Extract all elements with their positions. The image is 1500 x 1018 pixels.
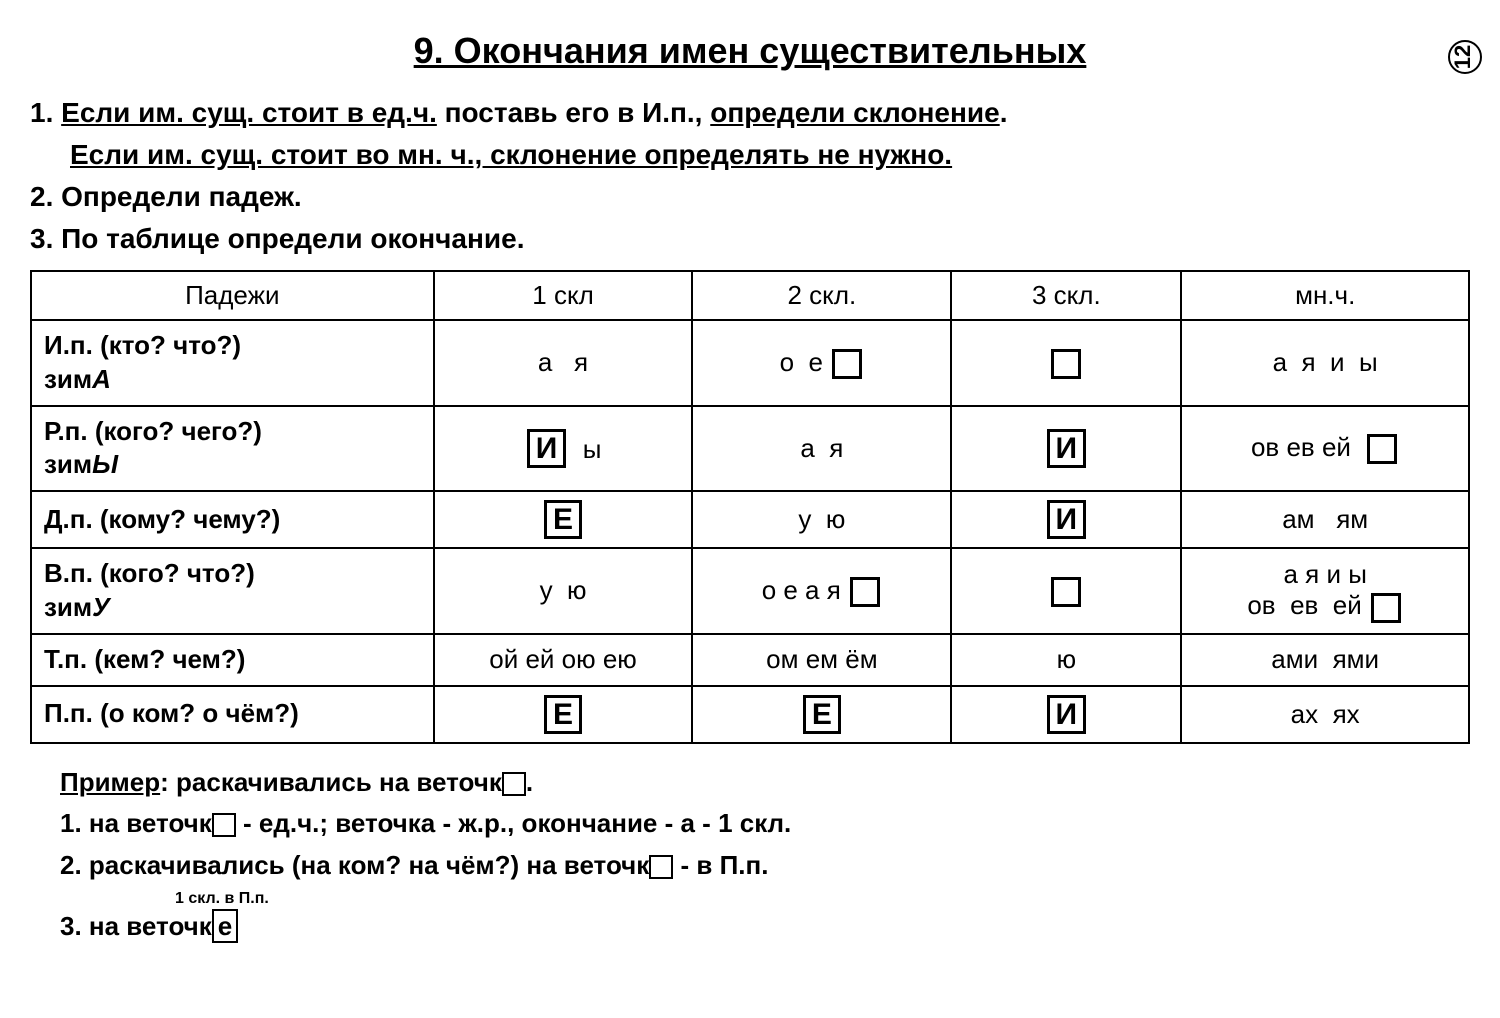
case-cell: Т.п. (кем? чем?) <box>31 634 434 686</box>
ending-cell <box>951 548 1181 634</box>
table-row: П.п. (о ком? о чём?)ЕЕИах ях <box>31 686 1469 743</box>
ending-cell: ами ями <box>1181 634 1469 686</box>
example-block: Пример: раскачивались на веточк. 1. на в… <box>30 762 1470 948</box>
table-row: В.п. (кого? что?)зимУу юо е а я а я и ыо… <box>31 548 1469 634</box>
ending-cell: ов ев ей <box>1181 406 1469 492</box>
example-line-3: 3. на веточке <box>60 906 1470 948</box>
ending-cell: ам ям <box>1181 491 1469 548</box>
ending-cell: И ы <box>434 406 693 492</box>
instruction-1b: Если им. сущ. стоит во мн. ч., склонение… <box>70 134 1470 176</box>
blank-box-icon <box>649 855 673 879</box>
th-case: Падежи <box>31 271 434 320</box>
table-header-row: Падежи 1 скл 2 скл. 3 скл. мн.ч. <box>31 271 1469 320</box>
ending-cell: а я <box>692 406 951 492</box>
ending-cell: Е <box>434 491 693 548</box>
ending-cell: а я <box>434 320 693 406</box>
th-plural: мн.ч. <box>1181 271 1469 320</box>
instr1-b: поставь его в И.п., <box>437 97 710 128</box>
case-cell: П.п. (о ком? о чём?) <box>31 686 434 743</box>
ending-cell <box>951 320 1181 406</box>
instructions-block: 1. Если им. сущ. стоит в ед.ч. поставь е… <box>30 92 1470 260</box>
ending-cell: ах ях <box>1181 686 1469 743</box>
instr1-c: определи склонение <box>710 97 999 128</box>
ex-l1a: 1. на веточк <box>60 808 212 838</box>
case-cell: Р.п. (кого? чего?)зимЫ <box>31 406 434 492</box>
page-title: 9. Окончания имен существительных <box>30 30 1470 72</box>
example-intro: Пример: раскачивались на веточк. <box>60 762 1470 804</box>
th-1skl: 1 скл <box>434 271 693 320</box>
ending-cell: ом ем ём <box>692 634 951 686</box>
ending-cell: о е <box>692 320 951 406</box>
instruction-3: 3. По таблице определи окончание. <box>30 218 1470 260</box>
table-row: Р.п. (кого? чего?)зимЫИ ыа яИов ев ей <box>31 406 1469 492</box>
case-cell: В.п. (кого? что?)зимУ <box>31 548 434 634</box>
instr1b-text: Если им. сущ. стоит во мн. ч., склонение… <box>70 139 952 170</box>
example-line-1: 1. на веточк - ед.ч.; веточка - ж.р., ок… <box>60 803 1470 845</box>
ending-cell: у ю <box>434 548 693 634</box>
example-line-2: 2. раскачивались (на ком? на чём?) на ве… <box>60 845 1470 887</box>
case-cell: И.п. (кто? что?)зимА <box>31 320 434 406</box>
instruction-2: 2. Определи падеж. <box>30 176 1470 218</box>
example-heading: Пример <box>60 767 160 797</box>
grammar-table: Падежи 1 скл 2 скл. 3 скл. мн.ч. И.п. (к… <box>30 270 1470 744</box>
ending-cell: ю <box>951 634 1181 686</box>
ending-cell: Е <box>692 686 951 743</box>
blank-box-icon <box>502 772 526 796</box>
page-number: 12 <box>1448 40 1482 74</box>
th-2skl: 2 скл. <box>692 271 951 320</box>
instruction-1: 1. Если им. сущ. стоит в ед.ч. поставь е… <box>30 92 1470 134</box>
th-3skl: 3 скл. <box>951 271 1181 320</box>
ending-cell: И <box>951 686 1181 743</box>
instr1-d: . <box>1000 97 1008 128</box>
ex-l1b: - ед.ч.; веточка - ж.р., окончание - а -… <box>236 808 791 838</box>
instr1-a: Если им. сущ. стоит в ед.ч. <box>61 97 437 128</box>
ex-l3a: 3. на веточк <box>60 911 212 941</box>
table-row: Т.п. (кем? чем?)ой ей ою еюом ем ёмюами … <box>31 634 1469 686</box>
instr1-num: 1. <box>30 97 53 128</box>
ending-cell: И <box>951 406 1181 492</box>
ending-cell: И <box>951 491 1181 548</box>
ending-cell: а я и ы <box>1181 320 1469 406</box>
answer-box: е <box>212 909 238 943</box>
ending-cell: у ю <box>692 491 951 548</box>
ending-cell: а я и ыов ев ей <box>1181 548 1469 634</box>
table-row: Д.п. (кому? чему?)Еу юИам ям <box>31 491 1469 548</box>
case-cell: Д.п. (кому? чему?) <box>31 491 434 548</box>
table-row: И.п. (кто? что?)зимАа яо е а я и ы <box>31 320 1469 406</box>
example-intro-text: : раскачивались на веточк <box>160 767 502 797</box>
ending-cell: ой ей ою ею <box>434 634 693 686</box>
blank-box-icon <box>212 813 236 837</box>
ex-l2b: - в П.п. <box>673 850 768 880</box>
ending-cell: о е а я <box>692 548 951 634</box>
ending-cell: Е <box>434 686 693 743</box>
ex-l2a: 2. раскачивались (на ком? на чём?) на ве… <box>60 850 649 880</box>
